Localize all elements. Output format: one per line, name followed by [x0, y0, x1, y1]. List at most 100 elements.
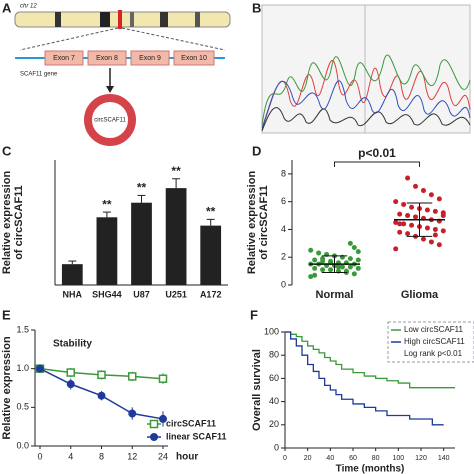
trace: [261, 60, 471, 131]
point: [432, 226, 438, 232]
marker: [66, 368, 75, 377]
exon-label: Exon 9: [139, 55, 161, 62]
panel-label: E: [2, 307, 11, 322]
y-tick-label: 80: [269, 350, 279, 360]
point: [320, 256, 326, 262]
y-axis-label: Relative expression: [1, 171, 13, 275]
point: [420, 236, 426, 242]
exon: [173, 50, 215, 66]
exon: [87, 50, 127, 66]
point: [397, 221, 403, 227]
marker: [66, 380, 75, 389]
panel-label: B: [252, 0, 261, 15]
point: [347, 240, 353, 246]
panel-label: F: [250, 307, 258, 322]
arrowhead: [106, 86, 114, 93]
point: [312, 272, 318, 278]
point: [424, 225, 430, 231]
y-tick-label: 6: [281, 196, 286, 206]
point: [405, 213, 411, 219]
y-tick-label: 100: [264, 326, 279, 336]
x-tick-label: U251: [165, 289, 187, 299]
x-tick-label: 0: [37, 451, 42, 461]
bar: [131, 202, 152, 285]
point: [393, 199, 399, 205]
point: [355, 249, 361, 255]
x-tick-label: 140: [438, 455, 450, 462]
point: [424, 207, 430, 213]
panel-label: D: [252, 143, 261, 158]
band: [160, 12, 168, 27]
x-tick-label: 80: [372, 455, 380, 462]
legend-marker: [149, 419, 159, 429]
marker: [97, 391, 106, 400]
x-tick-label: 0: [283, 455, 287, 462]
x-axis-label: hour: [176, 452, 198, 463]
chromosome-label: chr 12: [20, 4, 37, 10]
legend-box: [387, 321, 474, 363]
point: [347, 264, 353, 270]
y-tick-label: 1.0: [16, 363, 29, 373]
panel-label: A: [2, 0, 12, 15]
point: [436, 242, 442, 248]
point: [347, 256, 353, 262]
diagram: chr 12 Exon 7 Exon 8 Exon 9 Exon 10 SCAF…: [14, 4, 231, 146]
point: [393, 220, 399, 225]
x-tick-label: Normal: [316, 289, 354, 301]
exon: [44, 50, 84, 66]
x-tick-label: 12: [127, 451, 137, 461]
gene-label: SCAF11 gene: [20, 72, 58, 78]
point: [432, 232, 438, 238]
exon-label: Exon 10: [181, 55, 207, 62]
band: [100, 12, 110, 27]
exon-label: Exon 8: [96, 55, 118, 62]
y-tick-label: 0: [274, 442, 279, 452]
annotation: p<0.01: [358, 146, 396, 160]
x-tick-label: SHG44: [92, 289, 122, 299]
x-tick-label: 120: [415, 455, 427, 462]
x-tick-label: U87: [133, 289, 150, 299]
trace: [261, 80, 471, 129]
bar: [200, 225, 222, 285]
x-axis-label: Time (months): [336, 464, 405, 474]
y-tick-label: 0.0: [16, 440, 29, 450]
bar: [165, 188, 187, 285]
exon-label: Exon 7: [53, 55, 75, 62]
y-tick-label: 40: [269, 396, 279, 406]
point: [328, 267, 334, 273]
y-tick-label: 0: [281, 279, 286, 289]
bar: [96, 217, 118, 285]
marker: [128, 372, 137, 381]
point: [355, 265, 361, 271]
band: [55, 12, 61, 27]
point: [308, 274, 314, 280]
point: [320, 267, 326, 273]
y-axis-label: Relative expression: [246, 171, 258, 275]
point: [316, 250, 322, 256]
point: [440, 228, 446, 234]
x-tick-label: 24: [158, 451, 168, 461]
point: [351, 271, 357, 277]
point: [432, 208, 438, 214]
marker: [97, 370, 106, 380]
legend-label: Low circSCAF11: [404, 325, 464, 334]
point: [409, 204, 415, 210]
band: [130, 12, 134, 27]
annotation: Log rank p<0.01: [404, 349, 463, 358]
x-tick-label: 40: [326, 455, 334, 462]
value-label: **: [102, 197, 112, 211]
value-label: **: [206, 205, 216, 219]
point: [413, 183, 419, 189]
value-label: **: [171, 164, 181, 178]
x-tick-label: Glioma: [401, 289, 439, 301]
point: [397, 211, 403, 217]
point: [428, 192, 434, 198]
value-label: **: [137, 181, 147, 195]
point: [405, 231, 411, 237]
x-tick-label: 4: [68, 451, 73, 461]
y-axis-label: Relative expression: [1, 336, 13, 440]
exon: [130, 50, 170, 66]
trace: [261, 107, 471, 132]
bar: [61, 264, 83, 285]
point: [308, 247, 314, 253]
